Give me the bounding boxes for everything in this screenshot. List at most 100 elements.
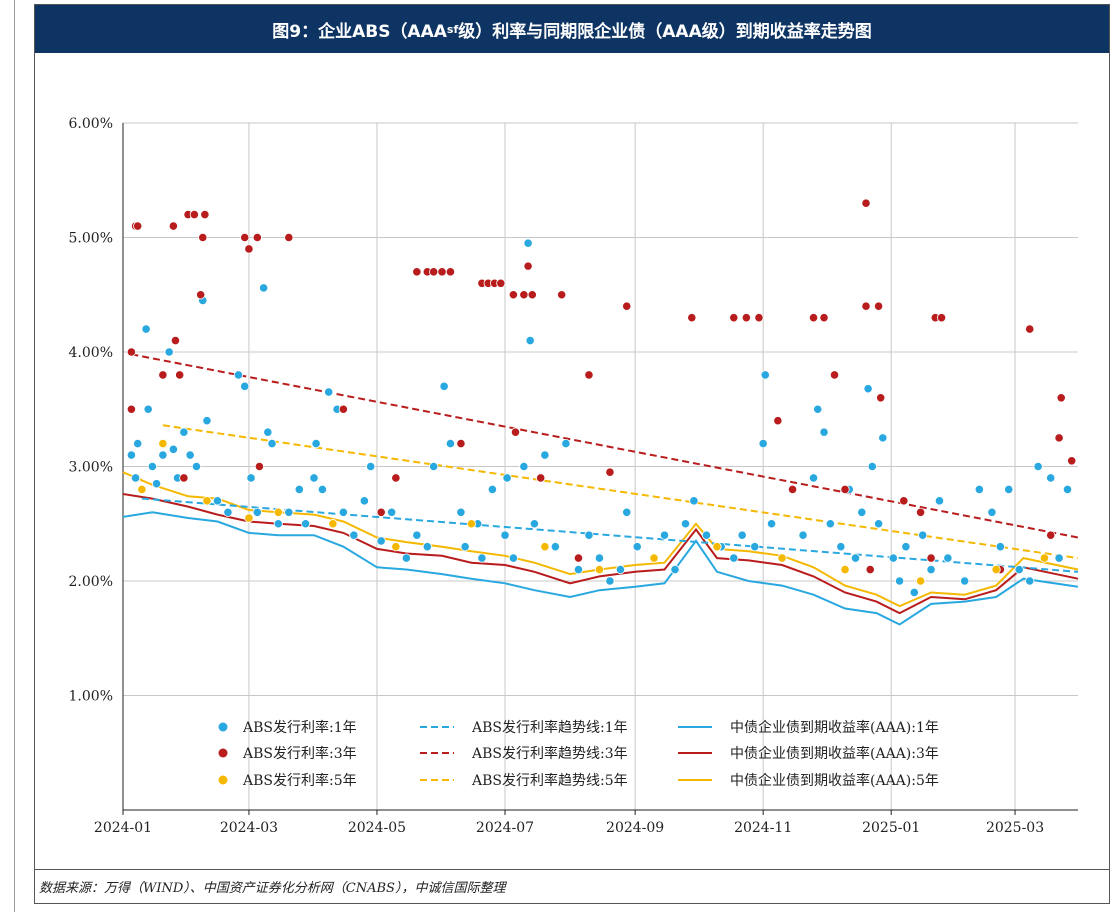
data-point (758, 438, 768, 449)
data-point (445, 267, 456, 277)
data-point (1056, 393, 1066, 403)
data-point (876, 393, 886, 403)
data-point (915, 507, 926, 517)
data-point (1046, 530, 1056, 540)
data-point (729, 313, 739, 323)
data-point (527, 290, 537, 300)
legend-label: 中债企业债到期收益率(AAA):3年 (730, 745, 939, 762)
data-point (143, 404, 153, 414)
x-tick-label: 2025-01 (862, 820, 920, 836)
title-suffix: 级）利率与同期限企业债（AAA级）到期收益率走势图 (458, 21, 872, 42)
data-point (960, 576, 970, 586)
data-point (267, 438, 277, 449)
data-point (401, 553, 411, 563)
data-point (760, 370, 770, 380)
data-point (1067, 456, 1077, 466)
data-point (894, 576, 905, 586)
data-point (584, 530, 594, 540)
figure-frame: 图9：企业ABS（AAA sf 级）利率与同期限企业债（AAA级）到期收益率走势图 … (34, 4, 1110, 904)
data-point (819, 427, 829, 437)
legend-marker-dot (218, 775, 228, 785)
data-point (376, 507, 386, 517)
data-point (737, 530, 747, 540)
data-point (874, 301, 884, 311)
data-point (754, 313, 764, 323)
data-point (808, 313, 819, 323)
data-point (594, 553, 605, 563)
data-point (798, 530, 808, 540)
data-point (867, 461, 877, 472)
data-point (487, 484, 498, 494)
data-point (874, 519, 884, 529)
data-point (670, 564, 680, 575)
data-point (133, 438, 143, 449)
data-point (324, 387, 334, 397)
data-point (158, 438, 168, 449)
data-point (632, 542, 642, 552)
data-point (151, 479, 162, 489)
legend-label: 中债企业债到期收益率(AAA):5年 (730, 772, 939, 789)
data-point (391, 542, 401, 552)
legend-label: ABS发行利率:5年 (242, 772, 357, 789)
data-point (185, 450, 195, 460)
data-point (622, 507, 632, 517)
data-point (391, 473, 401, 483)
data-point (338, 404, 348, 414)
y-tick-label: 1.00% (69, 689, 113, 705)
data-point (198, 232, 208, 243)
legend-label: ABS发行利率趋势线:1年 (471, 719, 628, 736)
data-point (202, 496, 212, 506)
data-point (196, 290, 206, 300)
data-point (376, 536, 386, 546)
data-point (246, 473, 256, 483)
data-point (212, 496, 223, 506)
data-point (137, 484, 147, 494)
x-tick-label: 2024-03 (220, 820, 278, 836)
data-point (273, 519, 283, 529)
data-point (294, 484, 304, 494)
data-point (1014, 564, 1024, 575)
data-point (456, 507, 466, 517)
data-point (840, 564, 850, 575)
x-tick-label: 2024-11 (734, 820, 792, 836)
data-point (233, 370, 244, 380)
data-point (189, 210, 199, 220)
data-point (605, 576, 615, 586)
data-point (888, 553, 898, 563)
data-point (918, 530, 928, 540)
data-point (926, 564, 936, 575)
data-point (496, 278, 506, 288)
data-point (164, 347, 174, 357)
data-point (500, 530, 510, 540)
x-tick-label: 2024-05 (348, 820, 406, 836)
data-point (502, 473, 512, 483)
data-point (901, 542, 911, 552)
data-point (523, 238, 533, 248)
data-point (252, 232, 262, 243)
data-point (259, 283, 269, 293)
data-point (284, 507, 294, 517)
source-note: 数据来源：万得（WIND）、中国资产证券化分析网（CNABS），中诚信国际整理 (39, 881, 506, 896)
figure-title: 图9：企业ABS（AAA sf 级）利率与同期限企业债（AAA级）到期收益率走势图 (35, 5, 1109, 53)
data-point (615, 564, 626, 575)
y-tick-label: 2.00% (69, 574, 113, 590)
data-point (510, 427, 521, 437)
data-point (649, 553, 659, 563)
data-point (936, 313, 947, 323)
data-point (130, 473, 141, 483)
data-point (158, 450, 168, 460)
data-point (1054, 433, 1064, 443)
data-point (829, 370, 840, 380)
data-point (594, 564, 605, 575)
data-point (519, 461, 529, 472)
data-point (508, 290, 518, 300)
data-point (687, 313, 697, 323)
data-point (1039, 553, 1050, 563)
legend-label: ABS发行利率:3年 (242, 745, 357, 762)
data-point (366, 461, 376, 472)
data-point (808, 473, 819, 483)
data-point (477, 553, 487, 563)
data-point (252, 507, 262, 517)
data-point (466, 519, 477, 529)
